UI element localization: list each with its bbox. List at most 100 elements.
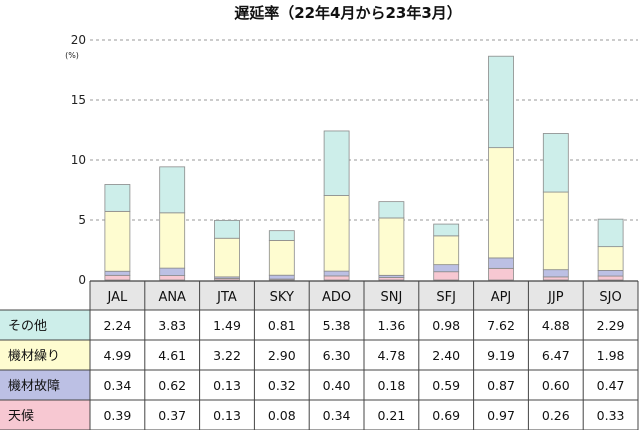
bar-stack-sky bbox=[268, 230, 295, 281]
y-axis-unit: (%) bbox=[65, 51, 79, 60]
table-cell-value: 0.59 bbox=[432, 378, 460, 393]
bar-segment bbox=[104, 270, 131, 276]
table-row-label-bg bbox=[0, 340, 90, 370]
bar-segment bbox=[488, 267, 514, 281]
y-axis-ticks: 0 5 10 15 20 bbox=[71, 33, 86, 287]
table-cell-value: 0.18 bbox=[377, 378, 405, 393]
table-cell-value: 2.40 bbox=[432, 348, 460, 363]
bar-segment bbox=[597, 246, 624, 271]
table-cell-value: 0.26 bbox=[542, 408, 570, 423]
bar-segment bbox=[433, 264, 460, 273]
table-cell-value: 0.98 bbox=[432, 318, 460, 333]
table-cell-value: 0.13 bbox=[213, 378, 241, 393]
bar-stack-sjo bbox=[597, 218, 624, 281]
bar-segment bbox=[323, 270, 350, 277]
category-label: APJ bbox=[491, 290, 512, 305]
table-cell-value: 0.32 bbox=[268, 378, 296, 393]
data-table: JAL ANA JTA SKY ADO SNJ SFJ APJ JJP SJO その他 2.24 3.8… bbox=[0, 280, 639, 430]
table-cell-value: 0.62 bbox=[158, 378, 186, 393]
bar-segment bbox=[323, 130, 350, 196]
bar-segment bbox=[159, 267, 186, 276]
table-cell-value: 4.88 bbox=[542, 318, 570, 333]
category-label: JJP bbox=[547, 290, 564, 305]
bar-stack-sfj bbox=[433, 223, 460, 281]
stacked-bars bbox=[104, 55, 624, 281]
table-cell-value: 6.30 bbox=[323, 348, 351, 363]
table-cell-value: 0.81 bbox=[268, 318, 296, 333]
bar-stack-ana bbox=[159, 166, 186, 281]
bar-segment bbox=[159, 166, 186, 214]
table-cell-value: 1.49 bbox=[213, 318, 241, 333]
table-cell-value: 0.37 bbox=[158, 408, 186, 423]
table-cell-value: 6.47 bbox=[542, 348, 570, 363]
y-tick-label: 15 bbox=[71, 93, 86, 107]
table-cell-value: 9.19 bbox=[487, 348, 515, 363]
bar-segment bbox=[214, 219, 240, 239]
table-row-label-bg bbox=[0, 370, 90, 400]
bar-stack-apj bbox=[488, 55, 514, 281]
bar-stack-ado bbox=[323, 130, 350, 281]
bar-segment bbox=[268, 239, 295, 276]
bar-segment bbox=[542, 276, 569, 281]
table-cell-value: 3.83 bbox=[158, 318, 186, 333]
bar-segment bbox=[542, 269, 569, 278]
legend-series-label: その他 bbox=[8, 319, 47, 334]
bar-segment bbox=[378, 217, 405, 276]
table-cell-value: 0.87 bbox=[487, 378, 515, 393]
legend-series-label: 機材故障 bbox=[8, 379, 60, 394]
bar-segment bbox=[433, 235, 460, 266]
bar-stack-jta bbox=[214, 219, 240, 281]
bar-segment bbox=[488, 55, 514, 149]
category-label: JTA bbox=[216, 290, 237, 305]
category-label: SKY bbox=[270, 290, 294, 305]
table-row-label-bg bbox=[0, 400, 90, 430]
bar-segment bbox=[268, 274, 295, 280]
bar-segment bbox=[268, 230, 295, 241]
y-tick-label: 0 bbox=[78, 273, 86, 287]
table-cell-value: 4.61 bbox=[158, 348, 186, 363]
table-cell-value: 0.13 bbox=[213, 408, 241, 423]
bar-segment bbox=[323, 195, 350, 272]
table-cell-value: 2.90 bbox=[268, 348, 296, 363]
table-cell-value: 2.29 bbox=[597, 318, 625, 333]
bar-segment bbox=[214, 237, 240, 278]
bar-segment bbox=[104, 210, 131, 272]
table-row-label-bg bbox=[0, 310, 90, 340]
bar-stack-jjp bbox=[542, 133, 569, 281]
table-cell-value: 0.39 bbox=[103, 408, 131, 423]
category-label: SNJ bbox=[380, 290, 402, 305]
bar-segment bbox=[378, 201, 405, 219]
y-tick-label: 5 bbox=[78, 213, 86, 227]
bar-segment bbox=[597, 269, 624, 277]
bar-segment bbox=[104, 184, 131, 212]
category-label: SJO bbox=[599, 290, 621, 305]
bar-segment bbox=[542, 191, 569, 271]
table-cell-value: 1.36 bbox=[377, 318, 405, 333]
bar-segment bbox=[597, 218, 624, 248]
table-cell-value: 3.22 bbox=[213, 348, 241, 363]
table-cell-value: 4.78 bbox=[377, 348, 405, 363]
table-cell-value: 2.24 bbox=[103, 318, 131, 333]
y-tick-label: 20 bbox=[71, 33, 86, 47]
table-cell-value: 4.99 bbox=[103, 348, 131, 363]
legend-series-label: 機材繰り bbox=[8, 349, 60, 364]
table-cell-value: 0.60 bbox=[542, 378, 570, 393]
bar-segment bbox=[159, 275, 186, 281]
table-cell-value: 0.97 bbox=[487, 408, 515, 423]
table-cell-value: 0.47 bbox=[597, 378, 625, 393]
bar-segment bbox=[433, 271, 460, 281]
bar-stack-jal bbox=[104, 184, 131, 281]
table-cell-value: 5.38 bbox=[323, 318, 351, 333]
table-cell-value: 0.34 bbox=[103, 378, 131, 393]
table-cell-value: 1.98 bbox=[597, 348, 625, 363]
category-label: ADO bbox=[322, 290, 351, 305]
category-label: JAL bbox=[107, 290, 128, 305]
bar-segment bbox=[104, 274, 131, 281]
category-label: ANA bbox=[158, 290, 186, 305]
chart-title: 遅延率（22年4月から23年3月） bbox=[234, 4, 462, 22]
table-cell-value: 0.21 bbox=[377, 408, 405, 423]
bar-segment bbox=[542, 133, 569, 193]
table-cell-value: 0.08 bbox=[268, 408, 296, 423]
table-cell-value: 7.62 bbox=[487, 318, 515, 333]
